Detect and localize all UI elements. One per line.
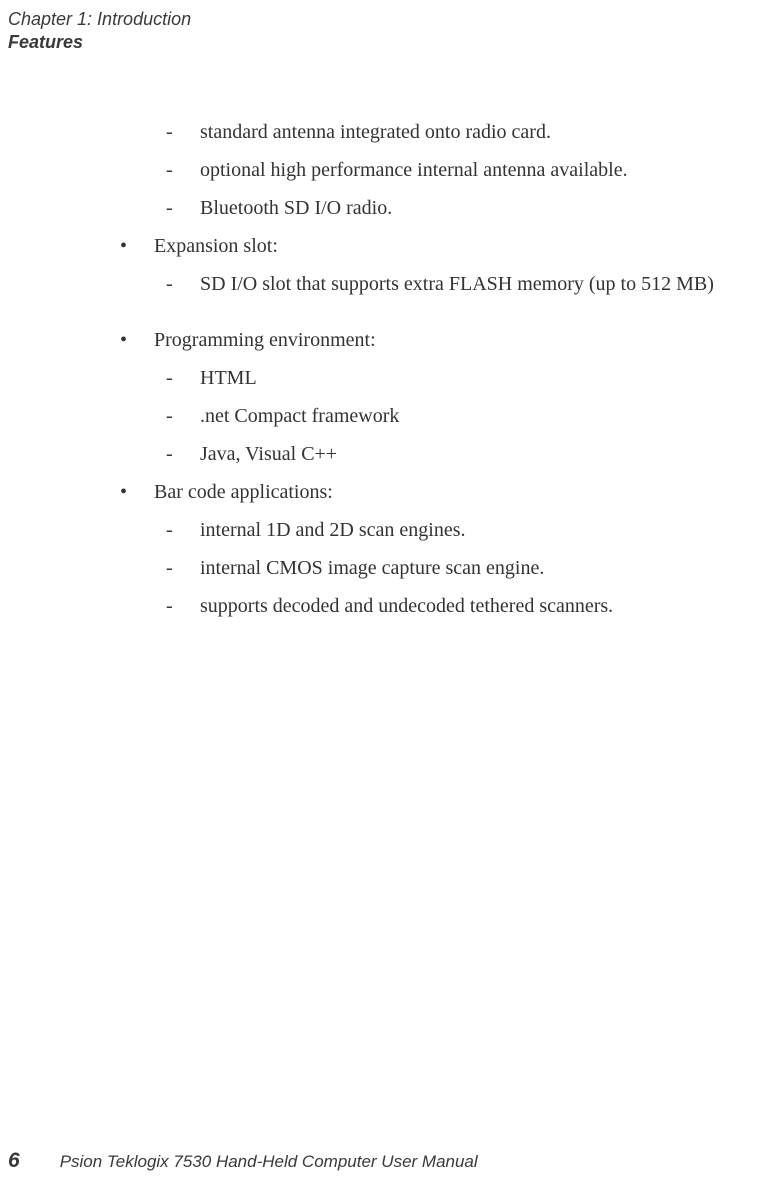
sub-item: -internal 1D and 2D scan engines. [120,511,778,549]
sub-item: -Bluetooth SD I/O radio. [120,189,778,227]
sub-item: -Java, Visual C++ [120,435,778,473]
dash-icon: - [166,587,200,625]
page-header: Chapter 1: Introduction Features [0,0,778,53]
dash-icon: - [166,359,200,397]
dash-icon: - [166,435,200,473]
spacer [120,303,778,321]
sub-text: .net Compact framework [200,397,399,435]
bullet-icon: • [120,227,154,265]
sub-text: internal CMOS image capture scan engine. [200,549,544,587]
sub-text: Bluetooth SD I/O radio. [200,189,392,227]
dash-icon: - [166,151,200,189]
bullet-text: Programming environment: [154,321,376,359]
sub-text: SD I/O slot that supports extra FLASH me… [200,265,714,303]
dash-icon: - [166,397,200,435]
bullet-text: Bar code applications: [154,473,333,511]
bullet-text: Expansion slot: [154,227,278,265]
dash-icon: - [166,549,200,587]
bullet-icon: • [120,321,154,359]
footer-title: Psion Teklogix 7530 Hand-Held Computer U… [60,1152,478,1172]
dash-icon: - [166,189,200,227]
sub-item: -optional high performance internal ante… [120,151,778,189]
section-line: Features [8,31,778,54]
sub-item: -internal CMOS image capture scan engine… [120,549,778,587]
bullet-icon: • [120,473,154,511]
sub-item: -HTML [120,359,778,397]
sub-item: -SD I/O slot that supports extra FLASH m… [120,265,778,303]
sub-item: -.net Compact framework [120,397,778,435]
chapter-line: Chapter 1: Introduction [8,8,778,31]
dash-icon: - [166,265,200,303]
sub-text: optional high performance internal anten… [200,151,628,189]
sub-text: standard antenna integrated onto radio c… [200,113,551,151]
bullet-item: •Expansion slot: [120,227,778,265]
sub-text: internal 1D and 2D scan engines. [200,511,465,549]
sub-item: -standard antenna integrated onto radio … [120,113,778,151]
bullet-item: •Bar code applications: [120,473,778,511]
dash-icon: - [166,511,200,549]
sub-text: Java, Visual C++ [200,435,337,473]
sub-item: -supports decoded and undecoded tethered… [120,587,778,625]
bullet-item: •Programming environment: [120,321,778,359]
sub-text: HTML [200,359,257,397]
page-number: 6 [8,1149,20,1173]
page-content: -standard antenna integrated onto radio … [0,53,778,625]
dash-icon: - [166,113,200,151]
page-footer: 6 Psion Teklogix 7530 Hand-Held Computer… [8,1149,478,1173]
sub-text: supports decoded and undecoded tethered … [200,587,613,625]
